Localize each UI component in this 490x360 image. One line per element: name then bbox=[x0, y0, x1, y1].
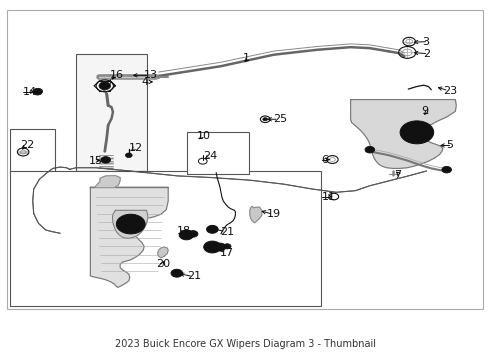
Polygon shape bbox=[158, 247, 168, 258]
Text: 12: 12 bbox=[129, 143, 143, 153]
Text: 18: 18 bbox=[177, 226, 191, 236]
Circle shape bbox=[209, 227, 216, 231]
Circle shape bbox=[223, 244, 231, 249]
Polygon shape bbox=[90, 187, 168, 287]
Text: 10: 10 bbox=[197, 131, 211, 141]
Circle shape bbox=[121, 217, 140, 231]
Text: 17: 17 bbox=[220, 248, 234, 258]
Text: 1: 1 bbox=[243, 53, 249, 63]
Text: 15: 15 bbox=[89, 156, 103, 166]
Text: 8: 8 bbox=[412, 129, 419, 139]
Text: 21: 21 bbox=[187, 271, 201, 282]
Bar bbox=[10, 129, 55, 172]
Text: 14: 14 bbox=[23, 87, 37, 97]
Polygon shape bbox=[351, 100, 456, 168]
Circle shape bbox=[411, 129, 423, 136]
Bar bbox=[76, 54, 147, 171]
Text: 2023 Buick Encore GX Wipers Diagram 3 - Thumbnail: 2023 Buick Encore GX Wipers Diagram 3 - … bbox=[115, 339, 375, 349]
Circle shape bbox=[99, 82, 111, 90]
Text: 21: 21 bbox=[220, 226, 234, 237]
Circle shape bbox=[101, 157, 111, 163]
Text: 2: 2 bbox=[423, 49, 430, 59]
Text: 5: 5 bbox=[447, 140, 454, 150]
Text: 7: 7 bbox=[394, 170, 401, 180]
Text: 3: 3 bbox=[423, 37, 430, 46]
Circle shape bbox=[204, 241, 221, 253]
Circle shape bbox=[173, 271, 180, 275]
Text: 19: 19 bbox=[267, 209, 281, 219]
Text: 23: 23 bbox=[443, 86, 457, 96]
Text: 25: 25 bbox=[273, 114, 287, 124]
Circle shape bbox=[263, 118, 268, 121]
Text: 4: 4 bbox=[142, 77, 149, 87]
Polygon shape bbox=[95, 176, 120, 187]
Circle shape bbox=[400, 121, 434, 144]
Polygon shape bbox=[250, 206, 262, 223]
Circle shape bbox=[125, 153, 132, 158]
Circle shape bbox=[116, 214, 145, 234]
Circle shape bbox=[188, 231, 198, 237]
Bar bbox=[187, 132, 249, 174]
Circle shape bbox=[126, 221, 136, 228]
Bar bbox=[10, 171, 321, 306]
Text: 6: 6 bbox=[321, 154, 328, 165]
Circle shape bbox=[207, 225, 218, 233]
Circle shape bbox=[406, 125, 427, 140]
Text: 22: 22 bbox=[20, 140, 34, 150]
Circle shape bbox=[171, 269, 183, 277]
Text: 20: 20 bbox=[156, 259, 171, 269]
Circle shape bbox=[179, 230, 194, 240]
Text: 9: 9 bbox=[422, 106, 429, 116]
Text: 24: 24 bbox=[203, 151, 217, 161]
Text: 16: 16 bbox=[110, 70, 123, 80]
Circle shape bbox=[365, 147, 375, 153]
Circle shape bbox=[442, 166, 451, 173]
Text: 13: 13 bbox=[144, 70, 158, 80]
Circle shape bbox=[33, 89, 42, 95]
Circle shape bbox=[214, 243, 226, 251]
Text: 11: 11 bbox=[322, 192, 336, 202]
Polygon shape bbox=[113, 210, 148, 238]
